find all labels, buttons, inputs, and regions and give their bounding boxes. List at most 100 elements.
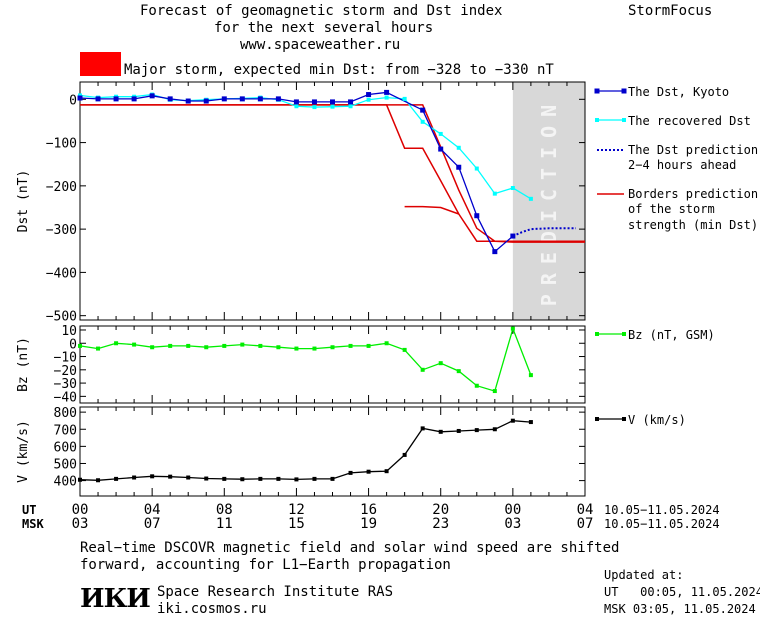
legend-borders-label-1: Borders prediction — [628, 187, 758, 201]
dst-kyoto-line-point — [366, 92, 372, 98]
legend-borders-label-2: of the storm — [628, 202, 715, 216]
recovered-dst-line-point — [402, 96, 407, 101]
recovered-dst-line-point — [438, 131, 443, 136]
v-line — [79, 420, 531, 481]
msk-tick-label: 15 — [288, 516, 305, 532]
bz-line-point — [510, 326, 515, 331]
v-line-point — [240, 477, 245, 482]
dst-kyoto-line-point — [131, 96, 137, 102]
dst-kyoto-line-point — [311, 99, 317, 105]
storm-forecast-text: Major storm, expected min Dst: from −328… — [124, 62, 554, 78]
legend-prediction-label-1: The Dst prediction — [628, 143, 758, 157]
recovered-dst-line-point — [510, 186, 515, 191]
bz-y-tick-label: −10 — [54, 351, 77, 366]
dst-y-tick-label: −400 — [46, 266, 77, 281]
dst-kyoto-line-point — [293, 99, 299, 105]
v-line-point — [78, 477, 82, 482]
v-line-point — [276, 476, 281, 481]
legend-borders-label-3: strength (min Dst) — [628, 218, 758, 232]
v-line-point — [438, 429, 443, 434]
msk-tick-label: 23 — [432, 516, 449, 532]
recovered-dst-line-point — [456, 145, 461, 150]
recovered-dst-line-point — [294, 104, 299, 109]
bz-y-tick-label: −30 — [54, 377, 77, 392]
v-y-axis-label: V (km/s) — [16, 420, 31, 483]
brand-name: StormFocus — [628, 3, 713, 19]
ut-tick-label: 12 — [288, 502, 305, 518]
borders-upper-line — [80, 104, 585, 242]
v-line-point — [294, 477, 299, 482]
ut-tick-label: 20 — [432, 502, 449, 518]
dst-kyoto-line-point — [330, 99, 335, 105]
dst-kyoto-line-point — [257, 96, 263, 102]
institute-name: Space Research Institute RAS — [157, 584, 394, 600]
legend-v-swatch-marker — [622, 417, 626, 421]
dst-kyoto-line-point — [239, 96, 245, 102]
chart-title-line-1: Forecast of geomagnetic storm and Dst in… — [140, 3, 503, 19]
v-line-point — [204, 476, 209, 481]
dst-kyoto-line-point — [510, 233, 516, 239]
legend-recovered-label: The recovered Dst — [628, 114, 751, 128]
legend-dst-label: The Dst, Kyoto — [628, 85, 729, 99]
bz-y-axis-label: Bz (nT) — [16, 337, 31, 392]
borders-inner-line — [404, 205, 460, 215]
recovered-dst-line — [79, 93, 532, 200]
bz-line-point — [114, 341, 119, 346]
v-line-point — [168, 474, 173, 479]
bz-line-point — [528, 373, 533, 378]
v-line-point — [132, 475, 137, 480]
dst-kyoto-line-point — [77, 95, 83, 101]
v-line-point — [510, 418, 515, 423]
dst-y-tick-label: 0 — [69, 93, 77, 108]
ut-tick-label: 16 — [360, 502, 377, 518]
legend-recovered-swatch-marker — [595, 118, 599, 122]
borders-lower-line — [80, 104, 585, 243]
dst-kyoto-line-point — [438, 146, 444, 152]
ut-tick-label: 08 — [216, 502, 233, 518]
ut-tick-label: 00 — [504, 502, 521, 518]
dst-kyoto-line — [79, 91, 514, 253]
legend-v-swatch-marker — [595, 417, 599, 421]
v-line-point — [330, 476, 335, 481]
updated-ut: UT 00:05, 11.05.2024 — [604, 585, 760, 599]
v-line-point — [258, 476, 263, 481]
footer-note-line-1: Real−time DSCOVR magnetic field and sola… — [80, 540, 620, 556]
bz-y-tick-label: −40 — [54, 390, 77, 405]
dst-kyoto-line-point — [348, 99, 354, 105]
dst-y-tick-label: −500 — [46, 310, 77, 325]
chart-title-line-2: for the next several hours — [214, 20, 434, 36]
dst-kyoto-line-point — [492, 249, 498, 255]
v-line-point — [420, 426, 425, 431]
v-y-tick-label: 500 — [54, 457, 77, 472]
v-y-tick-label: 700 — [54, 423, 77, 438]
dst-prediction-line — [512, 227, 576, 238]
bz-line-point — [384, 341, 389, 346]
prediction-label: PREDICTION — [537, 96, 561, 306]
ut-tick-label: 00 — [72, 502, 89, 518]
bz-line-point — [366, 343, 371, 348]
bz-line-point — [186, 343, 191, 348]
bz-panel-frame — [79, 325, 586, 404]
v-line-point — [528, 420, 533, 425]
institute-site: iki.cosmos.ru — [157, 601, 267, 617]
dst-kyoto-line-point — [221, 96, 227, 102]
bz-line-point — [168, 343, 173, 348]
dst-kyoto-line-point — [149, 93, 155, 99]
legend-bz-label: Bz (nT, GSM) — [628, 328, 715, 342]
legend-prediction-label-2: 2−4 hours ahead — [628, 158, 736, 172]
v-line-point — [456, 428, 461, 433]
v-line-point — [474, 428, 479, 433]
dst-y-tick-label: −200 — [46, 180, 77, 195]
dst-y-tick-label: −100 — [46, 137, 77, 152]
bz-line-point — [222, 343, 227, 348]
recovered-dst-line-point — [384, 95, 389, 100]
dst-kyoto-line-point — [456, 164, 462, 170]
dst-kyoto-line-point — [203, 98, 209, 104]
msk-tick-label: 19 — [360, 516, 377, 532]
bz-y-tick-label: −20 — [54, 364, 77, 379]
bz-line-point — [78, 343, 82, 348]
bz-line-point — [456, 369, 461, 374]
bz-line-point — [402, 347, 407, 352]
prediction-band — [512, 82, 585, 320]
